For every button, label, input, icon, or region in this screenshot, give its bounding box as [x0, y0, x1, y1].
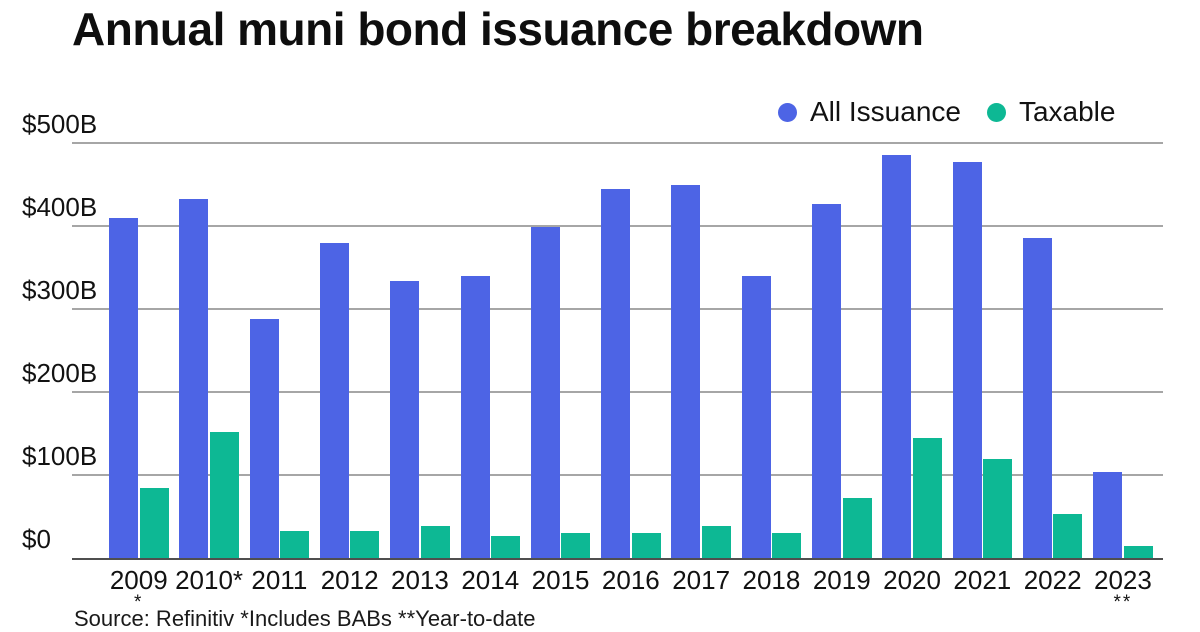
bar-taxable-2021 — [983, 459, 1013, 558]
bar-all-issuance-2019 — [812, 203, 841, 558]
y-axis-tick-label-200: $200B — [22, 358, 98, 388]
bar-taxable-2009 — [139, 488, 169, 558]
bar-taxable-2013 — [420, 526, 450, 558]
bar-taxable-2022 — [1053, 514, 1083, 558]
gridline-500b — [72, 142, 1163, 144]
bar-all-issuance-2022 — [1022, 238, 1052, 558]
x-axis-tick-label-2011: 2011 — [251, 565, 308, 595]
x-axis-tick-label-2014: 2014 — [461, 565, 520, 595]
x-axis-tick-label-2015: 2015 — [531, 565, 590, 595]
legend-dot-all-issuance-icon — [778, 102, 797, 122]
x-axis-tick-label-2013: 2013 — [391, 565, 449, 595]
source-note: Source: Refinitiv *Includes BABs **Year-… — [74, 606, 536, 631]
bar-taxable-2018 — [772, 533, 802, 558]
bar-taxable-2011 — [280, 531, 310, 558]
bar-all-issuance-2020 — [882, 155, 912, 558]
bar-all-issuance-2010 — [179, 198, 209, 558]
x-axis-tick-label-2016: 2016 — [601, 565, 660, 595]
legend-dot-taxable-icon — [986, 102, 1006, 122]
y-axis-tick-label-400: $400B — [22, 192, 98, 222]
x-axis-tick-label-2021: 2021 — [953, 565, 1012, 595]
bar-taxable-2015 — [561, 533, 591, 558]
bar-all-issuance-2009 — [109, 217, 138, 558]
bar-all-issuance-2013 — [390, 280, 420, 558]
bar-taxable-2014 — [491, 535, 520, 558]
x-axis-tick-label-2020: 2020 — [883, 565, 941, 595]
bar-taxable-2016 — [631, 533, 661, 558]
x-axis-tick-label-2009: 2009 — [109, 565, 168, 595]
x-axis-sub-label-2009: * — [134, 592, 144, 613]
bar-all-issuance-2014 — [460, 275, 490, 558]
bar-all-issuance-2011 — [249, 318, 279, 558]
x-axis-tick-label-2017: 2017 — [672, 565, 731, 595]
bar-taxable-2010 — [209, 431, 239, 558]
bar-all-issuance-2023 — [1093, 471, 1123, 558]
bar-taxable-2017 — [701, 526, 731, 558]
bar-all-issuance-2018 — [741, 275, 771, 558]
legend-label-taxable: Taxable — [1018, 96, 1116, 127]
x-axis-tick-label-2012: 2012 — [320, 565, 379, 595]
x-axis-tick-label-2022: 2022 — [1023, 565, 1082, 595]
x-axis-line — [72, 558, 1163, 560]
y-axis-tick-label-500: $500B — [22, 109, 98, 139]
y-axis-tick-label-0: $0 — [22, 524, 51, 554]
x-axis-tick-label-2023: 2023 — [1094, 565, 1152, 595]
bar-taxable-2023 — [1123, 546, 1153, 558]
bar-taxable-2020 — [912, 438, 942, 558]
legend-item-all-issuance: All Issuance — [778, 96, 961, 128]
x-axis-tick-label-2019: 2019 — [812, 565, 871, 595]
chart-title: Annual muni bond issuance breakdown — [72, 3, 924, 55]
x-axis-sub-label-2023: ** — [1113, 592, 1133, 613]
bar-taxable-2019 — [842, 498, 872, 558]
bar-all-issuance-2015 — [530, 226, 560, 558]
bar-all-issuance-2016 — [601, 188, 631, 558]
bar-all-issuance-2021 — [952, 162, 982, 558]
legend: All Issuance Taxable — [778, 96, 1115, 128]
bar-taxable-2012 — [350, 530, 380, 558]
bar-all-issuance-2012 — [319, 242, 349, 558]
x-axis-tick-label-2018: 2018 — [742, 565, 801, 595]
bar-all-issuance-2017 — [671, 184, 701, 558]
legend-label-all-issuance: All Issuance — [810, 96, 961, 127]
y-axis-tick-label-100: $100B — [22, 441, 98, 471]
legend-item-taxable: Taxable — [986, 96, 1116, 128]
x-axis-tick-label-2010: 2010* — [175, 565, 244, 595]
y-axis-tick-label-300: $300B — [22, 275, 98, 305]
